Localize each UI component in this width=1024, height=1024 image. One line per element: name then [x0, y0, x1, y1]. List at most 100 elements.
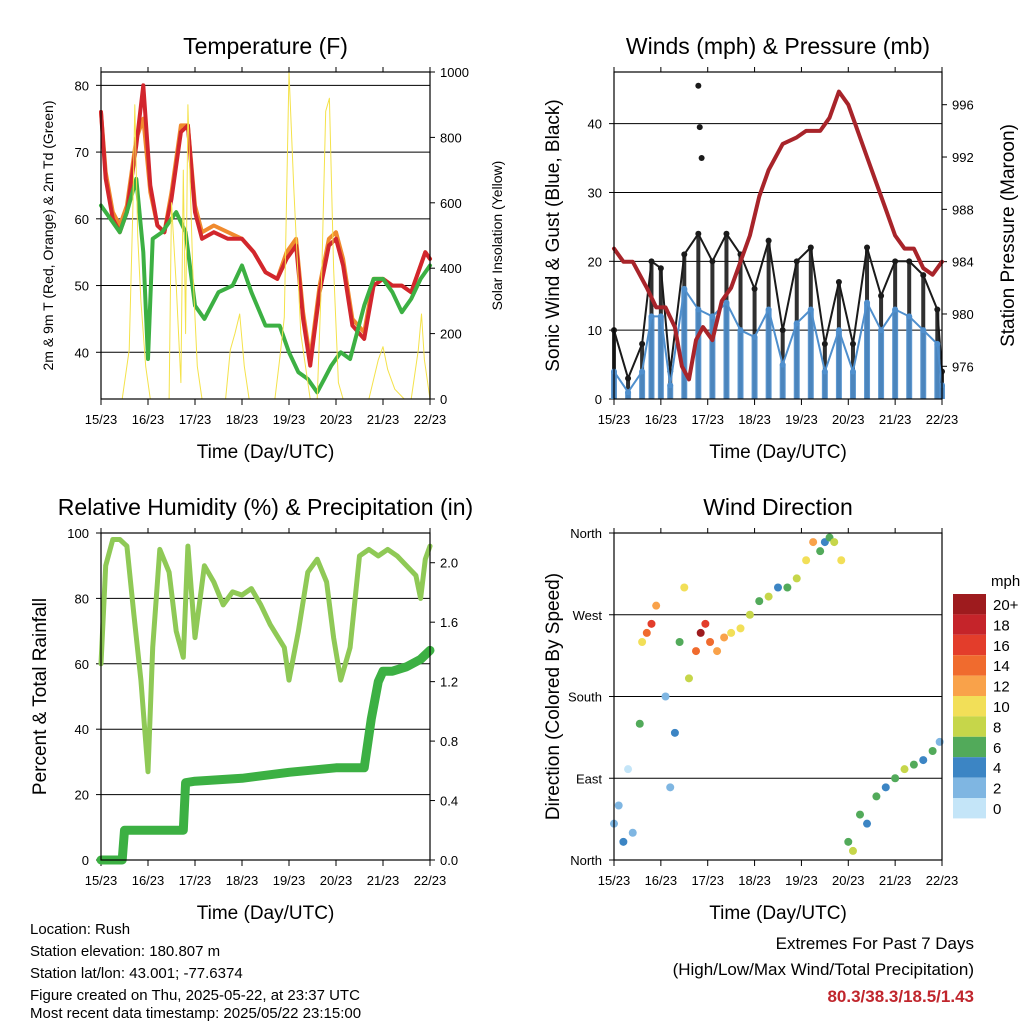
data-point-direction	[706, 638, 715, 646]
data-point-wind	[807, 306, 814, 313]
data-point-direction	[816, 547, 825, 556]
data-point-direction	[891, 774, 900, 783]
y-axis-label: Direction (Colored By Speed)	[543, 573, 564, 820]
footer-recent: Most recent data timestamp: 2025/05/22 2…	[30, 1005, 362, 1022]
data-point-direction	[792, 574, 801, 583]
data-point-outlier	[696, 124, 703, 131]
chart-panel-winds-pressure: Winds (mph) & Pressure (mb) Time (Day/UTC…	[543, 33, 1019, 463]
x-tick-label: 18/23	[738, 412, 771, 427]
x-tick-label: 18/23	[226, 873, 259, 888]
x-tick-label: 21/23	[367, 412, 400, 427]
data-point-direction	[745, 610, 754, 619]
x-tick-label: 17/23	[691, 873, 724, 888]
data-point-wind	[779, 361, 786, 368]
y2-tick-label: 2.0	[440, 556, 458, 571]
y-tick-label: 60	[75, 657, 89, 672]
extremes-title: Extremes For Past 7 Days	[775, 934, 974, 953]
data-point-direction	[701, 619, 710, 628]
y-axis-label: Sonic Wind & Gust (Blue, Black)	[543, 99, 564, 371]
data-point-direction	[774, 583, 782, 592]
series-line-0	[98, 537, 433, 775]
chart-title: Temperature (F)	[183, 33, 348, 59]
x-tick-label: 16/23	[132, 873, 165, 888]
data-point-direction	[736, 624, 745, 633]
x-tick-label: 19/23	[273, 873, 306, 888]
data-point-direction	[692, 647, 700, 656]
data-point-direction	[675, 638, 684, 646]
legend-label: 18	[993, 617, 1010, 634]
chart-title: Winds (mph) & Pressure (mb)	[626, 33, 930, 59]
legend-swatch	[953, 798, 986, 819]
x-axis-label: Time (Day/UTC)	[197, 903, 335, 924]
data-point-direction	[900, 765, 909, 774]
data-point-gust	[657, 265, 664, 272]
y-tick-label: North	[570, 853, 602, 868]
x-axis-label: Time (Day/UTC)	[709, 903, 847, 924]
data-point-direction	[628, 828, 637, 837]
x-tick-label: 15/23	[598, 873, 631, 888]
x-tick-label: 21/23	[879, 873, 912, 888]
y2-tick-label: 984	[952, 255, 974, 270]
legend-label: 4	[993, 760, 1001, 777]
chart-panel-wind-direction: Wind Direction Time (Day/UTC) Direction (C…	[543, 494, 1020, 924]
chart-panel-humidity-precip: Relative Humidity (%) & Precipitation (i…	[30, 494, 473, 924]
y-tick-label: 60	[75, 212, 89, 227]
legend-swatch	[953, 675, 986, 696]
y-tick-label: 80	[75, 591, 89, 606]
data-point-wind	[723, 299, 730, 306]
data-point-gust	[639, 340, 646, 347]
y2-tick-label: 600	[440, 196, 462, 211]
data-point-gust	[681, 251, 688, 258]
legend-swatch	[953, 634, 986, 656]
data-point-direction	[638, 638, 647, 646]
y-tick-label: 40	[75, 722, 89, 737]
data-point-wind	[765, 306, 772, 313]
y2-tick-label: 980	[952, 307, 974, 322]
plot-frame	[613, 532, 943, 861]
data-point-wind	[878, 327, 885, 334]
data-point-direction	[635, 719, 644, 728]
data-point-gust	[835, 278, 842, 285]
y-tick-label: 100	[67, 526, 89, 541]
y-tick-label: South	[568, 690, 602, 705]
y2-axis-label: Solar Insolation (Yellow)	[489, 161, 505, 311]
legend-swatch	[953, 736, 986, 758]
y-tick-label: 50	[75, 279, 89, 294]
legend-swatch	[953, 594, 986, 615]
y-tick-label: 20	[588, 254, 602, 269]
x-tick-label: 20/23	[832, 412, 865, 427]
legend-label: 10	[993, 699, 1010, 716]
x-tick-label: 22/23	[414, 873, 447, 888]
data-point-gust	[723, 230, 730, 237]
data-point-wind	[709, 313, 716, 320]
legend-swatch	[953, 757, 986, 778]
data-point-direction	[872, 792, 881, 801]
x-tick-label: 22/23	[926, 412, 959, 427]
legend-label: 0	[993, 801, 1001, 818]
y-tick-label: North	[570, 526, 602, 541]
data-point-direction	[670, 728, 679, 737]
plot-frame	[613, 71, 943, 400]
data-point-direction	[848, 846, 857, 855]
data-point-wind	[934, 340, 941, 347]
data-point-gust	[821, 340, 828, 347]
footer-created: Figure created on Thu, 2025-05-22, at 23…	[30, 987, 360, 1004]
y2-tick-label: 992	[952, 150, 974, 165]
footer-latlon: Station lat/lon: 43.001; -77.6374	[30, 965, 243, 982]
chart-title: Relative Humidity (%) & Precipitation (i…	[58, 494, 473, 520]
data-point-gust	[878, 292, 885, 299]
y-tick-label: West	[573, 608, 603, 623]
footer-location: Location: Rush	[30, 921, 131, 938]
y2-axis-label: Station Pressure (Maroon)	[998, 124, 1019, 347]
legend-label: 20+	[993, 597, 1019, 614]
data-point-direction	[624, 765, 633, 774]
data-point-direction	[661, 692, 670, 701]
data-point-gust	[695, 230, 702, 237]
data-point-direction	[802, 556, 811, 565]
data-point-wind	[695, 306, 702, 313]
legend-title: mph	[991, 573, 1020, 590]
data-point-gust	[779, 327, 786, 334]
series-line-2	[99, 176, 432, 395]
data-point-gust	[709, 258, 716, 265]
plot-frame	[100, 71, 431, 400]
